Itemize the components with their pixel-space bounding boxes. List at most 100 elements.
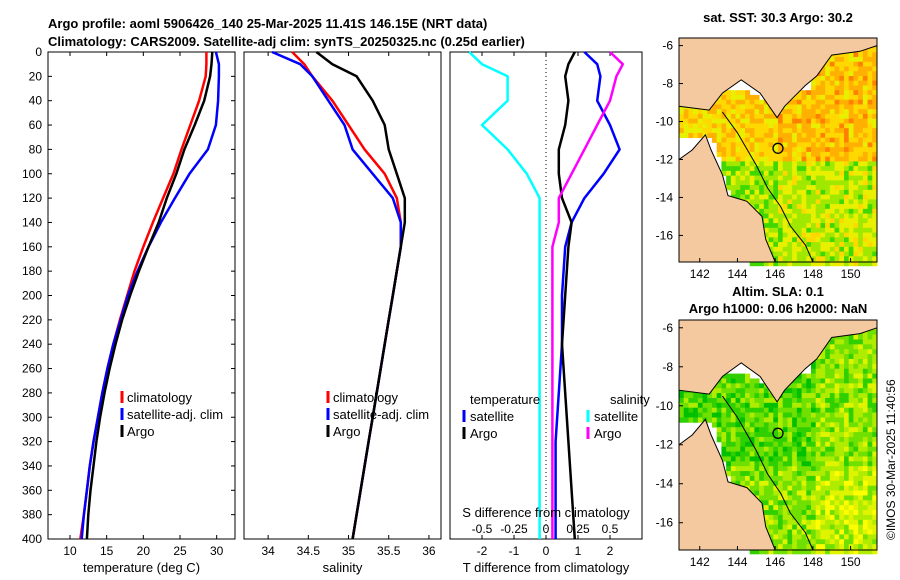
map-cell [862,161,868,167]
map-cell [763,113,769,120]
map-cell [735,109,741,115]
map-cell [839,232,845,238]
map-cell [820,544,826,550]
map-cell [763,456,769,462]
map-cell [825,180,831,186]
map-cell [787,199,793,205]
map-cell [820,349,826,355]
map-cell [820,90,826,96]
map-cell [867,128,873,134]
map-cell [811,208,817,214]
map-cell [839,393,845,399]
map-cell [763,471,769,477]
map-cell [829,475,835,482]
map-cell [820,156,826,162]
map-cell [773,495,779,501]
map-cell [862,85,868,91]
y-tick-label: 300 [22,410,42,424]
map-cell [730,166,736,172]
map-cell [735,471,741,477]
map-cell [806,446,812,452]
land-png [678,37,878,119]
map-cell [844,113,850,120]
map-cell [820,500,826,506]
map-cell [815,194,821,200]
map-cell [825,475,831,482]
map-cell [844,393,850,399]
map-cell [693,118,699,124]
map-cell [867,480,873,487]
map-cell [716,128,722,134]
map-cell [834,378,840,384]
map-cell [839,223,845,229]
map-cell [848,539,854,545]
map-cell [754,383,760,389]
map-cell [679,397,685,404]
map-cell [768,185,774,191]
x-tick-label: 2 [607,544,614,558]
map-cell [806,500,812,506]
map-cell [862,334,868,340]
map-cell [763,189,769,196]
map-cell [834,132,840,139]
map-cell [697,132,703,139]
map-cell [872,204,878,210]
map-cell [862,534,868,540]
x-tick-label: 150 [841,555,861,569]
map-cell [806,151,812,158]
map-cell [834,436,840,443]
map-cell [858,466,864,472]
map-cell [834,109,840,115]
map-cell [839,175,845,181]
map-cell [815,441,821,448]
map-cell [730,461,736,467]
map-cell [773,402,779,409]
map-cell [773,166,779,172]
map-cell [839,227,845,233]
map-cell [796,109,802,115]
map-cell [858,485,864,491]
map-cell [820,147,826,153]
map-cell [862,137,868,143]
map-cell [787,505,793,511]
map-cell [839,441,845,448]
map-cell [768,495,774,501]
map-cell [872,383,878,389]
map-cell [829,237,835,243]
map-cell [730,441,736,448]
map-cell [858,524,864,530]
map-cell [768,223,774,229]
map-cell [858,242,864,248]
map-cell [825,466,831,472]
series-line-satellite-adj-clim [80,51,221,540]
map-cell [801,432,807,438]
map-cell [815,75,821,82]
map-cell [778,422,784,428]
map-cell [740,156,746,162]
map-cell [829,242,835,248]
y-tick-label: 0 [35,45,42,59]
map-cell [745,118,751,124]
map-cell [815,85,821,91]
map-cell [853,256,859,262]
map-cell [754,170,760,177]
map-cell [834,66,840,72]
map-cell [754,402,760,409]
map-cell [806,378,812,384]
map-cell [778,475,784,482]
map-cell [726,175,732,181]
map-cell [839,113,845,120]
map-cell [768,534,774,540]
map-cell [683,123,689,129]
map-cell [839,363,845,370]
map-cell [858,85,864,91]
map-cell [768,118,774,124]
sla-map-panel: 142 144 146 148 150-6-8-10-12-14-16 [656,319,878,569]
map-cell [844,549,850,555]
map-cell [796,208,802,214]
map-cell [820,204,826,210]
map-cell [749,432,755,438]
map-cell [730,402,736,409]
map-cell [872,227,878,233]
map-cell [853,334,859,340]
